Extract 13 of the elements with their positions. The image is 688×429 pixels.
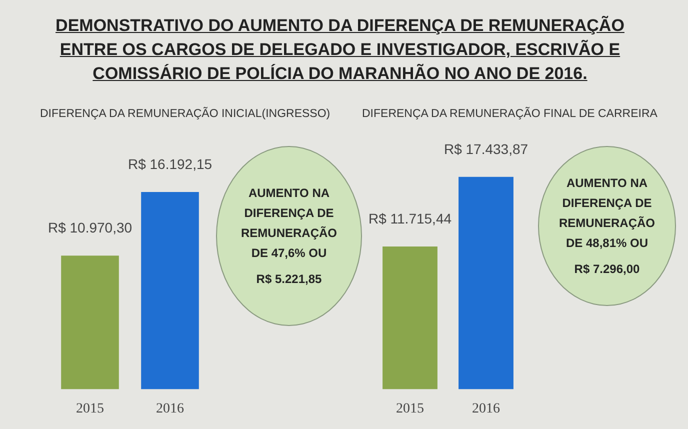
data-label: R$ 17.433,87 [444, 140, 528, 157]
x-tick-label: 2015 [76, 401, 104, 416]
x-tick-label: 2016 [472, 401, 500, 416]
chart-title: DIFERENÇA DA REMUNERAÇÃO INICIAL(INGRESSO) [40, 108, 330, 120]
circle-shape: AUMENTO NA DIFERENÇA DE REMUNERAÇÃO DE 47,6% OU R$ 5.221,85 [216, 146, 362, 326]
data-label: R$ 11.715,44 [368, 210, 452, 226]
text: DEMONSTRATIVO DO AUMENTO DA DIFERENÇA DE REMUNERAÇÃO ENTRE OS CARGOS DE DELEGADO E INVESTIGADOR, ESCRIVÃO E COMISSÁRIO DE POLÍCIA DO MARANHÃO NO ANO DE 2016. [54, 14, 626, 85]
x-tick-label: 2016 [156, 401, 184, 416]
data-label: R$ 16.192,15 [128, 156, 212, 172]
circle-shape: AUMENTO NA DIFERENÇA DE REMUNERAÇÃO DE 48,81% OU R$ 7.296,00 [538, 146, 676, 306]
data-label: R$ 10.970,30 [48, 219, 132, 236]
chart-title: DIFERENÇA DA REMUNERAÇÃO FINAL DE CARREIRA [362, 108, 658, 122]
x-tick-label: 2015 [396, 401, 424, 416]
